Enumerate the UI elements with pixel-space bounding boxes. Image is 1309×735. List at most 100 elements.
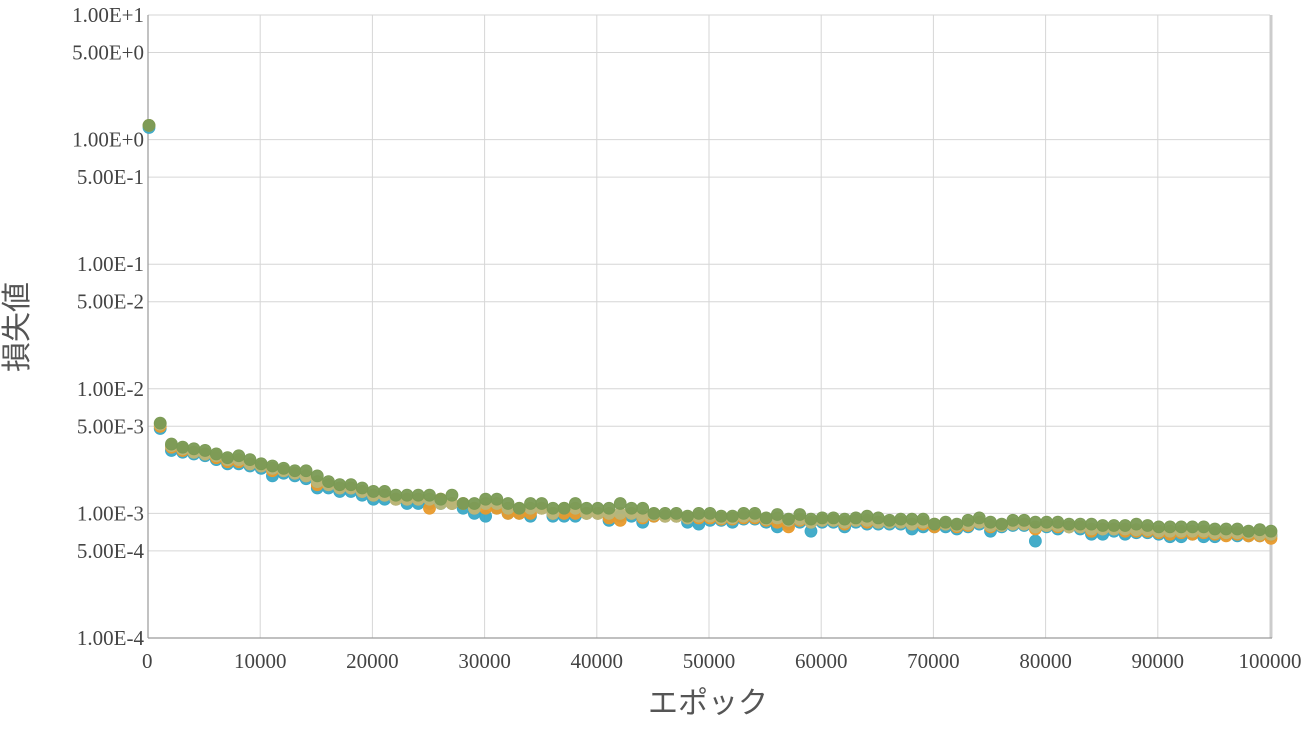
y-tick-label: 5.00E-4 bbox=[77, 539, 145, 563]
data-point bbox=[1163, 520, 1177, 534]
y-tick-label: 1.00E-4 bbox=[77, 626, 145, 650]
x-tick-label: 100000 bbox=[1239, 649, 1302, 673]
data-point bbox=[950, 517, 964, 531]
data-point bbox=[299, 464, 313, 478]
data-point bbox=[1197, 520, 1211, 534]
data-point bbox=[984, 515, 997, 529]
data-point bbox=[1253, 523, 1267, 537]
data-point bbox=[1186, 520, 1199, 534]
data-point bbox=[1107, 519, 1121, 532]
y-tick-label: 1.00E+0 bbox=[72, 128, 144, 152]
data-point bbox=[737, 507, 751, 520]
x-tick-label: 20000 bbox=[346, 649, 399, 673]
data-point bbox=[479, 492, 493, 506]
x-tick-label: 10000 bbox=[234, 649, 287, 673]
x-tick-label: 40000 bbox=[571, 649, 624, 673]
data-point bbox=[434, 492, 448, 506]
data-point bbox=[1141, 519, 1154, 532]
data-point bbox=[714, 509, 728, 523]
data-point bbox=[445, 488, 459, 502]
data-point bbox=[726, 509, 739, 523]
data-point bbox=[198, 444, 212, 457]
data-point bbox=[860, 509, 874, 523]
data-point bbox=[310, 469, 324, 483]
data-point bbox=[366, 485, 380, 498]
data-point bbox=[176, 440, 190, 454]
series-4 bbox=[142, 119, 1278, 538]
data-point bbox=[916, 512, 930, 526]
data-point bbox=[804, 512, 818, 526]
data-point bbox=[928, 517, 941, 531]
x-tick-label: 30000 bbox=[458, 649, 511, 673]
data-point bbox=[613, 497, 627, 510]
data-point bbox=[1129, 517, 1143, 531]
data-point bbox=[524, 497, 537, 510]
data-point bbox=[1051, 515, 1065, 529]
data-point bbox=[591, 501, 605, 515]
data-point bbox=[1028, 515, 1042, 529]
data-point bbox=[243, 453, 257, 467]
data-point bbox=[692, 507, 706, 520]
data-point bbox=[1085, 517, 1098, 531]
data-point bbox=[939, 515, 953, 529]
data-point bbox=[512, 501, 526, 515]
data-point bbox=[748, 507, 762, 520]
data-point bbox=[1028, 534, 1042, 548]
x-tick-label: 60000 bbox=[795, 649, 848, 673]
data-point bbox=[1219, 522, 1233, 536]
data-point bbox=[400, 488, 414, 502]
x-axis-title: エポック bbox=[648, 686, 768, 721]
data-point bbox=[467, 497, 481, 510]
data-point bbox=[995, 517, 1009, 531]
data-point bbox=[1230, 522, 1244, 536]
data-point bbox=[490, 492, 504, 506]
data-point bbox=[266, 459, 279, 473]
y-tick-label: 5.00E+0 bbox=[72, 41, 144, 65]
data-point bbox=[142, 119, 156, 132]
data-point bbox=[1017, 513, 1031, 527]
x-tick-label: 90000 bbox=[1132, 649, 1185, 673]
data-point bbox=[972, 511, 986, 525]
data-point bbox=[501, 497, 515, 510]
data-point bbox=[1264, 524, 1278, 538]
data-point bbox=[322, 475, 335, 488]
data-point bbox=[883, 513, 896, 527]
data-point bbox=[793, 508, 807, 521]
tick-labels: 0 10000 20000 30000 40000 50000 60000 70000 8000… bbox=[72, 3, 1301, 673]
data-point bbox=[209, 447, 223, 461]
data-point bbox=[647, 507, 661, 520]
data-point bbox=[277, 461, 291, 475]
data-point bbox=[636, 501, 650, 515]
data-point bbox=[782, 512, 795, 526]
data-point bbox=[153, 416, 167, 430]
data-point bbox=[333, 478, 347, 492]
data-point bbox=[871, 511, 885, 525]
data-point bbox=[961, 513, 975, 527]
data-point bbox=[1208, 522, 1222, 536]
data-point bbox=[838, 512, 852, 526]
y-tick-label: 1.00E-2 bbox=[77, 377, 144, 401]
data-point bbox=[1062, 517, 1076, 531]
y-tick-label: 5.00E-3 bbox=[77, 414, 144, 438]
y-tick-label: 1.00E-3 bbox=[77, 501, 144, 525]
data-point bbox=[378, 485, 392, 498]
data-point bbox=[1073, 517, 1087, 531]
data-point bbox=[288, 464, 302, 478]
data-point bbox=[703, 507, 717, 520]
data-point bbox=[355, 481, 369, 495]
x-tick-label: 80000 bbox=[1019, 649, 1072, 673]
data-point bbox=[187, 442, 201, 456]
data-point bbox=[411, 488, 425, 502]
y-tick-label: 5.00E-1 bbox=[77, 165, 144, 189]
x-tick-label: 50000 bbox=[683, 649, 736, 673]
data-point bbox=[1242, 524, 1255, 538]
data-point bbox=[1096, 519, 1110, 532]
data-point bbox=[254, 457, 268, 471]
data-point bbox=[681, 509, 694, 523]
data-point bbox=[535, 497, 549, 510]
y-axis-title: 損失値 bbox=[0, 282, 35, 372]
data-point bbox=[344, 478, 358, 492]
data-point bbox=[827, 511, 840, 525]
